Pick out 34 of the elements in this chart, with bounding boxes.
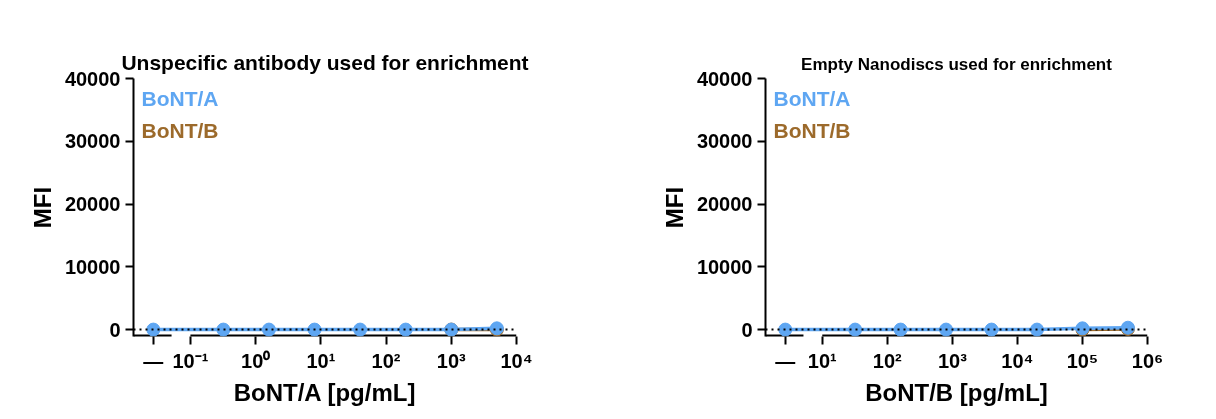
x-tick-label: 10³ <box>937 349 968 372</box>
x-tick-label: 10³ <box>436 349 467 372</box>
x-tick-label: 10⁶ <box>1131 349 1164 372</box>
chart-title: Empty Nanodiscs used for enrichment <box>801 54 1113 74</box>
text: BoNT/B <box>773 118 851 142</box>
y-tick-label: 0 <box>109 318 121 341</box>
y-tick-label: 30000 <box>696 130 753 153</box>
x-axis-title: BoNT/A [pg/mL] <box>233 378 416 406</box>
y-axis-title: MFI <box>660 186 688 229</box>
y-tick-label: 20000 <box>64 193 121 216</box>
y-tick-label: 0 <box>741 318 753 341</box>
x-tick-label: 10⁵ <box>1066 349 1099 372</box>
x-tick-label: 10⁴ <box>500 349 533 372</box>
text: BoNT/A <box>773 86 851 110</box>
y-tick-label: 10000 <box>696 255 753 278</box>
text: BoNT/A <box>141 86 219 110</box>
x-tick-label: — <box>143 349 164 372</box>
x-tick-label: 10¹ <box>807 349 838 372</box>
y-axis-title: MFI <box>28 186 56 229</box>
x-tick-label: 10² <box>371 349 401 372</box>
y-tick-label: 40000 <box>64 67 121 90</box>
x-tick-label: 10⁰ <box>241 349 271 372</box>
x-tick-label: 10⁴ <box>1001 349 1034 372</box>
x-tick-label: 10² <box>872 349 903 372</box>
x-tick-label: 10⁻¹ <box>172 349 209 372</box>
x-tick-label: 10¹ <box>306 349 336 372</box>
text: BoNT/B <box>141 118 219 142</box>
y-tick-label: 40000 <box>696 67 753 90</box>
x-tick-label: — <box>775 349 796 372</box>
y-tick-label: 20000 <box>696 193 753 216</box>
y-tick-label: 30000 <box>64 130 121 153</box>
chart-title: Unspecific antibody used for enrichment <box>121 50 529 74</box>
y-tick-label: 10000 <box>64 255 121 278</box>
x-axis-title: BoNT/B [pg/mL] <box>865 378 1048 406</box>
